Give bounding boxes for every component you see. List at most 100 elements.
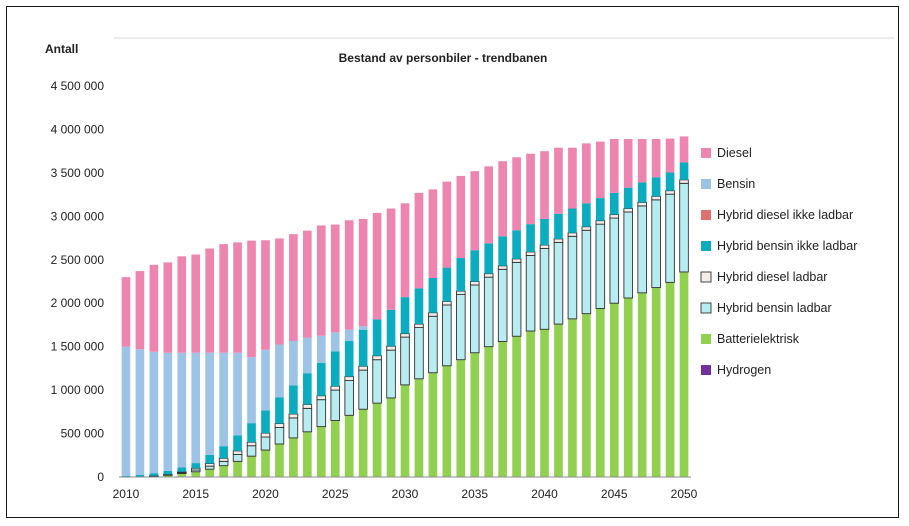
legend-label: Batterielektrisk (717, 332, 800, 346)
bar-segment-diesel-2046 (623, 139, 633, 188)
bar-segment-hybrid-diesel-ladbar-2028 (372, 355, 382, 361)
chart-frame: Antall Bestand av personbiler - trendban… (6, 6, 899, 518)
bar-segment-batterielektrisk-2045 (609, 303, 619, 477)
bar-segment-hybrid-bensin-ladbar-2044 (595, 223, 606, 309)
bar-segment-hybrid-diesel-ladbar-2025 (330, 385, 341, 391)
bar-segment-diesel-2021 (275, 238, 284, 345)
bar-segment-batterielektrisk-2030 (400, 384, 410, 477)
bar-segment-bensin-2019 (247, 357, 256, 424)
bar-segment-hybrid-bensin-ikke-ladbar-2017 (219, 446, 228, 459)
bar-segment-diesel-2013 (163, 262, 173, 353)
bar-segment-hybrid-bensin-ladbar-2018 (232, 453, 243, 462)
bar-segment-hybrid-bensin-ladbar-2035 (469, 284, 480, 354)
bar-segment-hybrid-bensin-ikke-ladbar-2026 (344, 341, 354, 377)
bar-segment-hybrid-diesel-ladbar-2046 (623, 208, 633, 213)
bar-segment-hybrid-bensin-ladbar-2024 (316, 399, 327, 428)
bar-segment-batterielektrisk-2046 (623, 298, 633, 477)
bar-segment-batterielektrisk-2025 (330, 420, 340, 477)
bar-segment-hybrid-bensin-ladbar-2039 (525, 254, 536, 332)
bar-segment-hybrid-bensin-ladbar-2026 (344, 380, 354, 416)
bar-segment-hybrid-bensin-ikke-ladbar-2050 (679, 162, 689, 180)
bar-segment-diesel-2028 (372, 212, 382, 320)
bar-segment-batterielektrisk-2027 (358, 409, 368, 477)
bar-segment-hybrid-diesel-ladbar-2042 (567, 232, 578, 237)
x-tick-label: 2050 (671, 487, 698, 501)
bar-segment-hybrid-diesel-ladbar-2036 (483, 273, 494, 278)
bar-segment-bensin-2025 (330, 332, 340, 352)
bar-segment-bensin-2026 (344, 329, 354, 342)
bar-segment-bensin-2024 (316, 335, 326, 363)
bar-segment-hybrid-diesel-ladbar-2047 (637, 201, 647, 207)
bar-segment-hybrid-bensin-ladbar-2025 (330, 389, 341, 421)
bar-segment-hybrid-bensin-ikke-ladbar-2047 (637, 182, 647, 203)
bar-segment-hybrid-diesel-ladbar-2048 (651, 195, 661, 201)
legend-item-hydrogen: Hydrogen (701, 363, 771, 377)
bar-segment-hybrid-bensin-ladbar-2037 (497, 268, 508, 342)
bar-segment-diesel-2036 (484, 166, 494, 244)
bar-segment-bensin-2021 (275, 344, 284, 398)
bar-segment-hybrid-bensin-ikke-ladbar-2035 (470, 250, 480, 282)
bar-segment-hybrid-diesel-ladbar-2040 (539, 244, 550, 249)
x-tick-label: 2030 (392, 487, 419, 501)
bar-segment-batterielektrisk-2042 (568, 318, 577, 477)
bar-segment-hybrid-bensin-ladbar-2029 (386, 349, 396, 399)
bar-segment-hybrid-diesel-ladbar-2026 (344, 376, 354, 382)
bar-segment-diesel-2035 (470, 171, 480, 251)
legend-label: Hybrid diesel ikke ladbar (717, 208, 853, 222)
bar-segment-bensin-2018 (233, 352, 242, 436)
bar-segment-hybrid-diesel-ladbar-2043 (581, 226, 592, 231)
bar-segment-diesel-2017 (219, 244, 228, 353)
y-tick-label: 3 500 000 (51, 166, 105, 180)
bar-segment-hybrid-bensin-ikke-ladbar-2019 (247, 423, 256, 443)
legend-label: Hybrid diesel ladbar (717, 270, 827, 284)
bar-segment-batterielektrisk-2022 (289, 437, 298, 477)
bar-segment-diesel-2026 (344, 220, 354, 330)
y-tick-label: 0 (97, 470, 104, 484)
legend-label: Diesel (717, 146, 752, 160)
bar-segment-hybrid-bensin-ikke-ladbar-2041 (554, 213, 563, 239)
bar-segment-diesel-2031 (414, 192, 424, 289)
bar-segment-hybrid-bensin-ladbar-2043 (581, 229, 592, 315)
bar-segment-diesel-2018 (233, 242, 242, 353)
bar-segment-diesel-2023 (303, 230, 312, 338)
x-tick-label: 2025 (322, 487, 349, 501)
bar-segment-hybrid-bensin-ikke-ladbar-2024 (316, 362, 326, 396)
bar-segment-hybrid-bensin-ikke-ladbar-2020 (261, 410, 270, 434)
bar-segment-hybrid-bensin-ladbar-2036 (483, 276, 494, 348)
bar-segment-hybrid-diesel-ladbar-2017 (218, 457, 229, 462)
bar-segment-diesel-2015 (191, 254, 201, 353)
bar-segment-bensin-2022 (289, 341, 298, 386)
legend-item-hybrid-diesel-ikke-ladbar: Hybrid diesel ikke ladbar (701, 208, 853, 222)
plot-area (121, 136, 689, 477)
bar-segment-hybrid-bensin-ikke-ladbar-2039 (526, 224, 535, 252)
bar-segment-batterielektrisk-2041 (554, 324, 563, 477)
bar-segment-bensin-2014 (177, 352, 187, 468)
bar-segment-hybrid-bensin-ikke-ladbar-2022 (289, 385, 298, 414)
bar-segment-batterielektrisk-2044 (595, 308, 605, 477)
bar-segment-batterielektrisk-2036 (484, 346, 494, 477)
x-tick-label: 2020 (252, 487, 279, 501)
bar-segment-diesel-2024 (316, 225, 326, 336)
bar-segment-hybrid-diesel-ladbar-2050 (679, 179, 689, 184)
bar-segment-diesel-2032 (428, 189, 438, 279)
bar-segment-hybrid-bensin-ikke-ladbar-2037 (498, 236, 507, 266)
bar-segment-hybrid-bensin-ikke-ladbar-2043 (582, 203, 591, 227)
bar-segment-bensin-2017 (219, 352, 228, 447)
bar-segment-diesel-2041 (554, 147, 563, 214)
bar-segment-hybrid-diesel-ladbar-2034 (456, 290, 466, 295)
legend-swatch (701, 365, 711, 375)
bar-segment-hybrid-diesel-ladbar-2041 (553, 238, 564, 243)
bar-segment-hybrid-diesel-ladbar-2029 (386, 345, 396, 351)
bar-segment-hybrid-bensin-ladbar-2019 (246, 445, 257, 457)
bar-segment-hybrid-diesel-ladbar-2022 (288, 413, 299, 419)
bar-segment-batterielektrisk-2038 (512, 336, 521, 477)
bar-segment-batterielektrisk-2018 (233, 461, 242, 477)
bar-segment-batterielektrisk-2017 (219, 465, 228, 477)
y-tick-label: 4 000 000 (51, 122, 105, 136)
bar-segment-bensin-2013 (163, 352, 173, 471)
bar-segment-hybrid-bensin-ikke-ladbar-2015 (191, 463, 201, 469)
bar-segment-diesel-2043 (582, 143, 591, 204)
y-axis: 0 500 000 1 000 000 1 500 000 2 000 000 2 500… (51, 79, 105, 484)
x-tick-label: 2045 (601, 487, 628, 501)
bar-segment-batterielektrisk-2048 (651, 287, 661, 477)
